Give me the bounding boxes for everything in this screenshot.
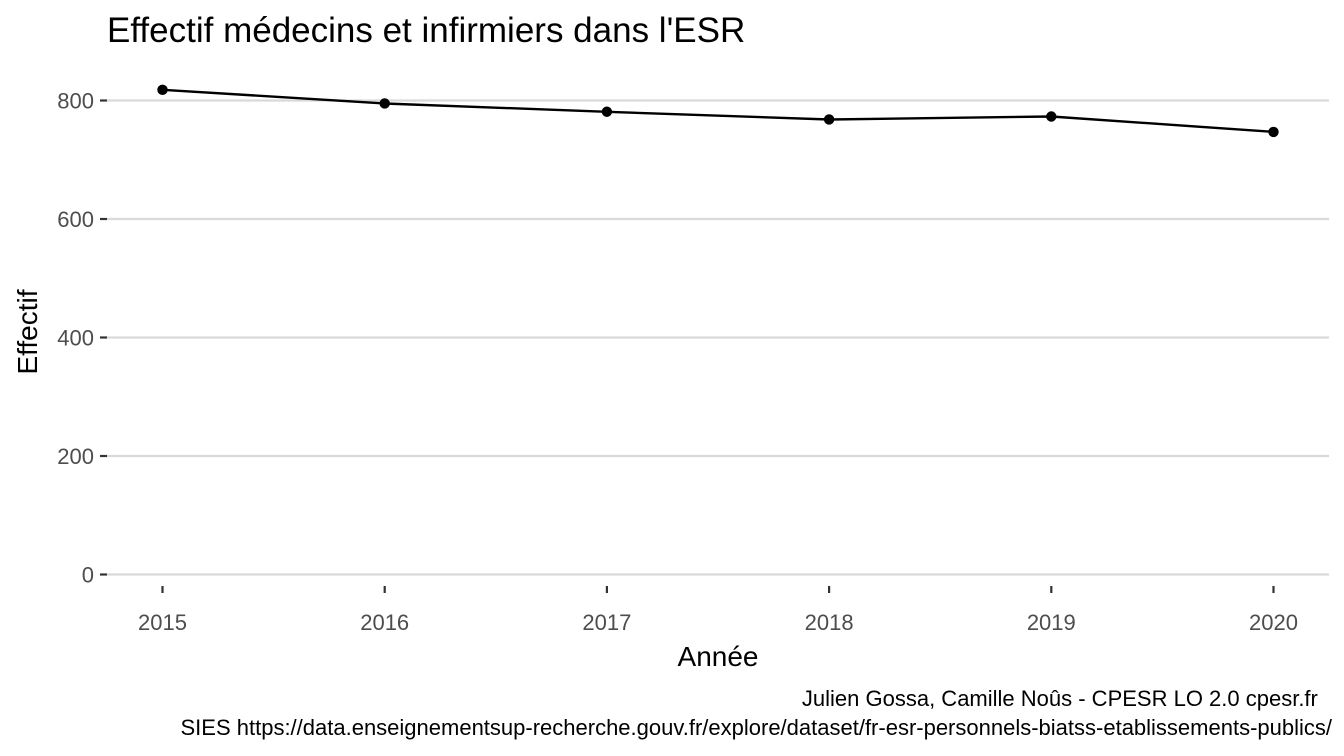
y-axis: 0 200 400 600 800 [57,89,107,588]
series-line [162,88,1274,134]
y-tick-label: 600 [57,207,94,232]
chart-title: Effectif médecins et infirmiers dans l'E… [107,11,745,50]
data-point [823,114,835,125]
x-tick-label: 2016 [360,610,409,635]
series-layer [157,84,1279,138]
x-axis-title: Année [678,641,759,672]
caption-credits: Julien Gossa, Camille Noûs - CPESR LO 2.… [802,686,1324,711]
x-tick-label: 2015 [138,610,187,635]
y-tick-label: 200 [57,444,94,469]
caption-source: SIES https://data.enseignementsup-recher… [181,715,1333,740]
gridlines [107,99,1329,576]
data-point [1046,111,1057,122]
y-tick-label: 0 [82,563,94,588]
data-point [157,84,168,96]
y-tick-label: 800 [57,89,94,114]
data-point [379,98,390,109]
x-tick-label: 2019 [1027,610,1076,635]
y-axis-title: Effectif [12,289,43,374]
x-axis: 2015 2016 2017 2018 2019 2020 [138,586,1298,635]
x-tick-label: 2018 [805,610,854,635]
x-tick-label: 2017 [582,610,631,635]
data-point [601,106,613,117]
y-tick-label: 400 [57,326,94,351]
x-tick-label: 2020 [1249,610,1298,635]
data-point [1268,126,1279,138]
